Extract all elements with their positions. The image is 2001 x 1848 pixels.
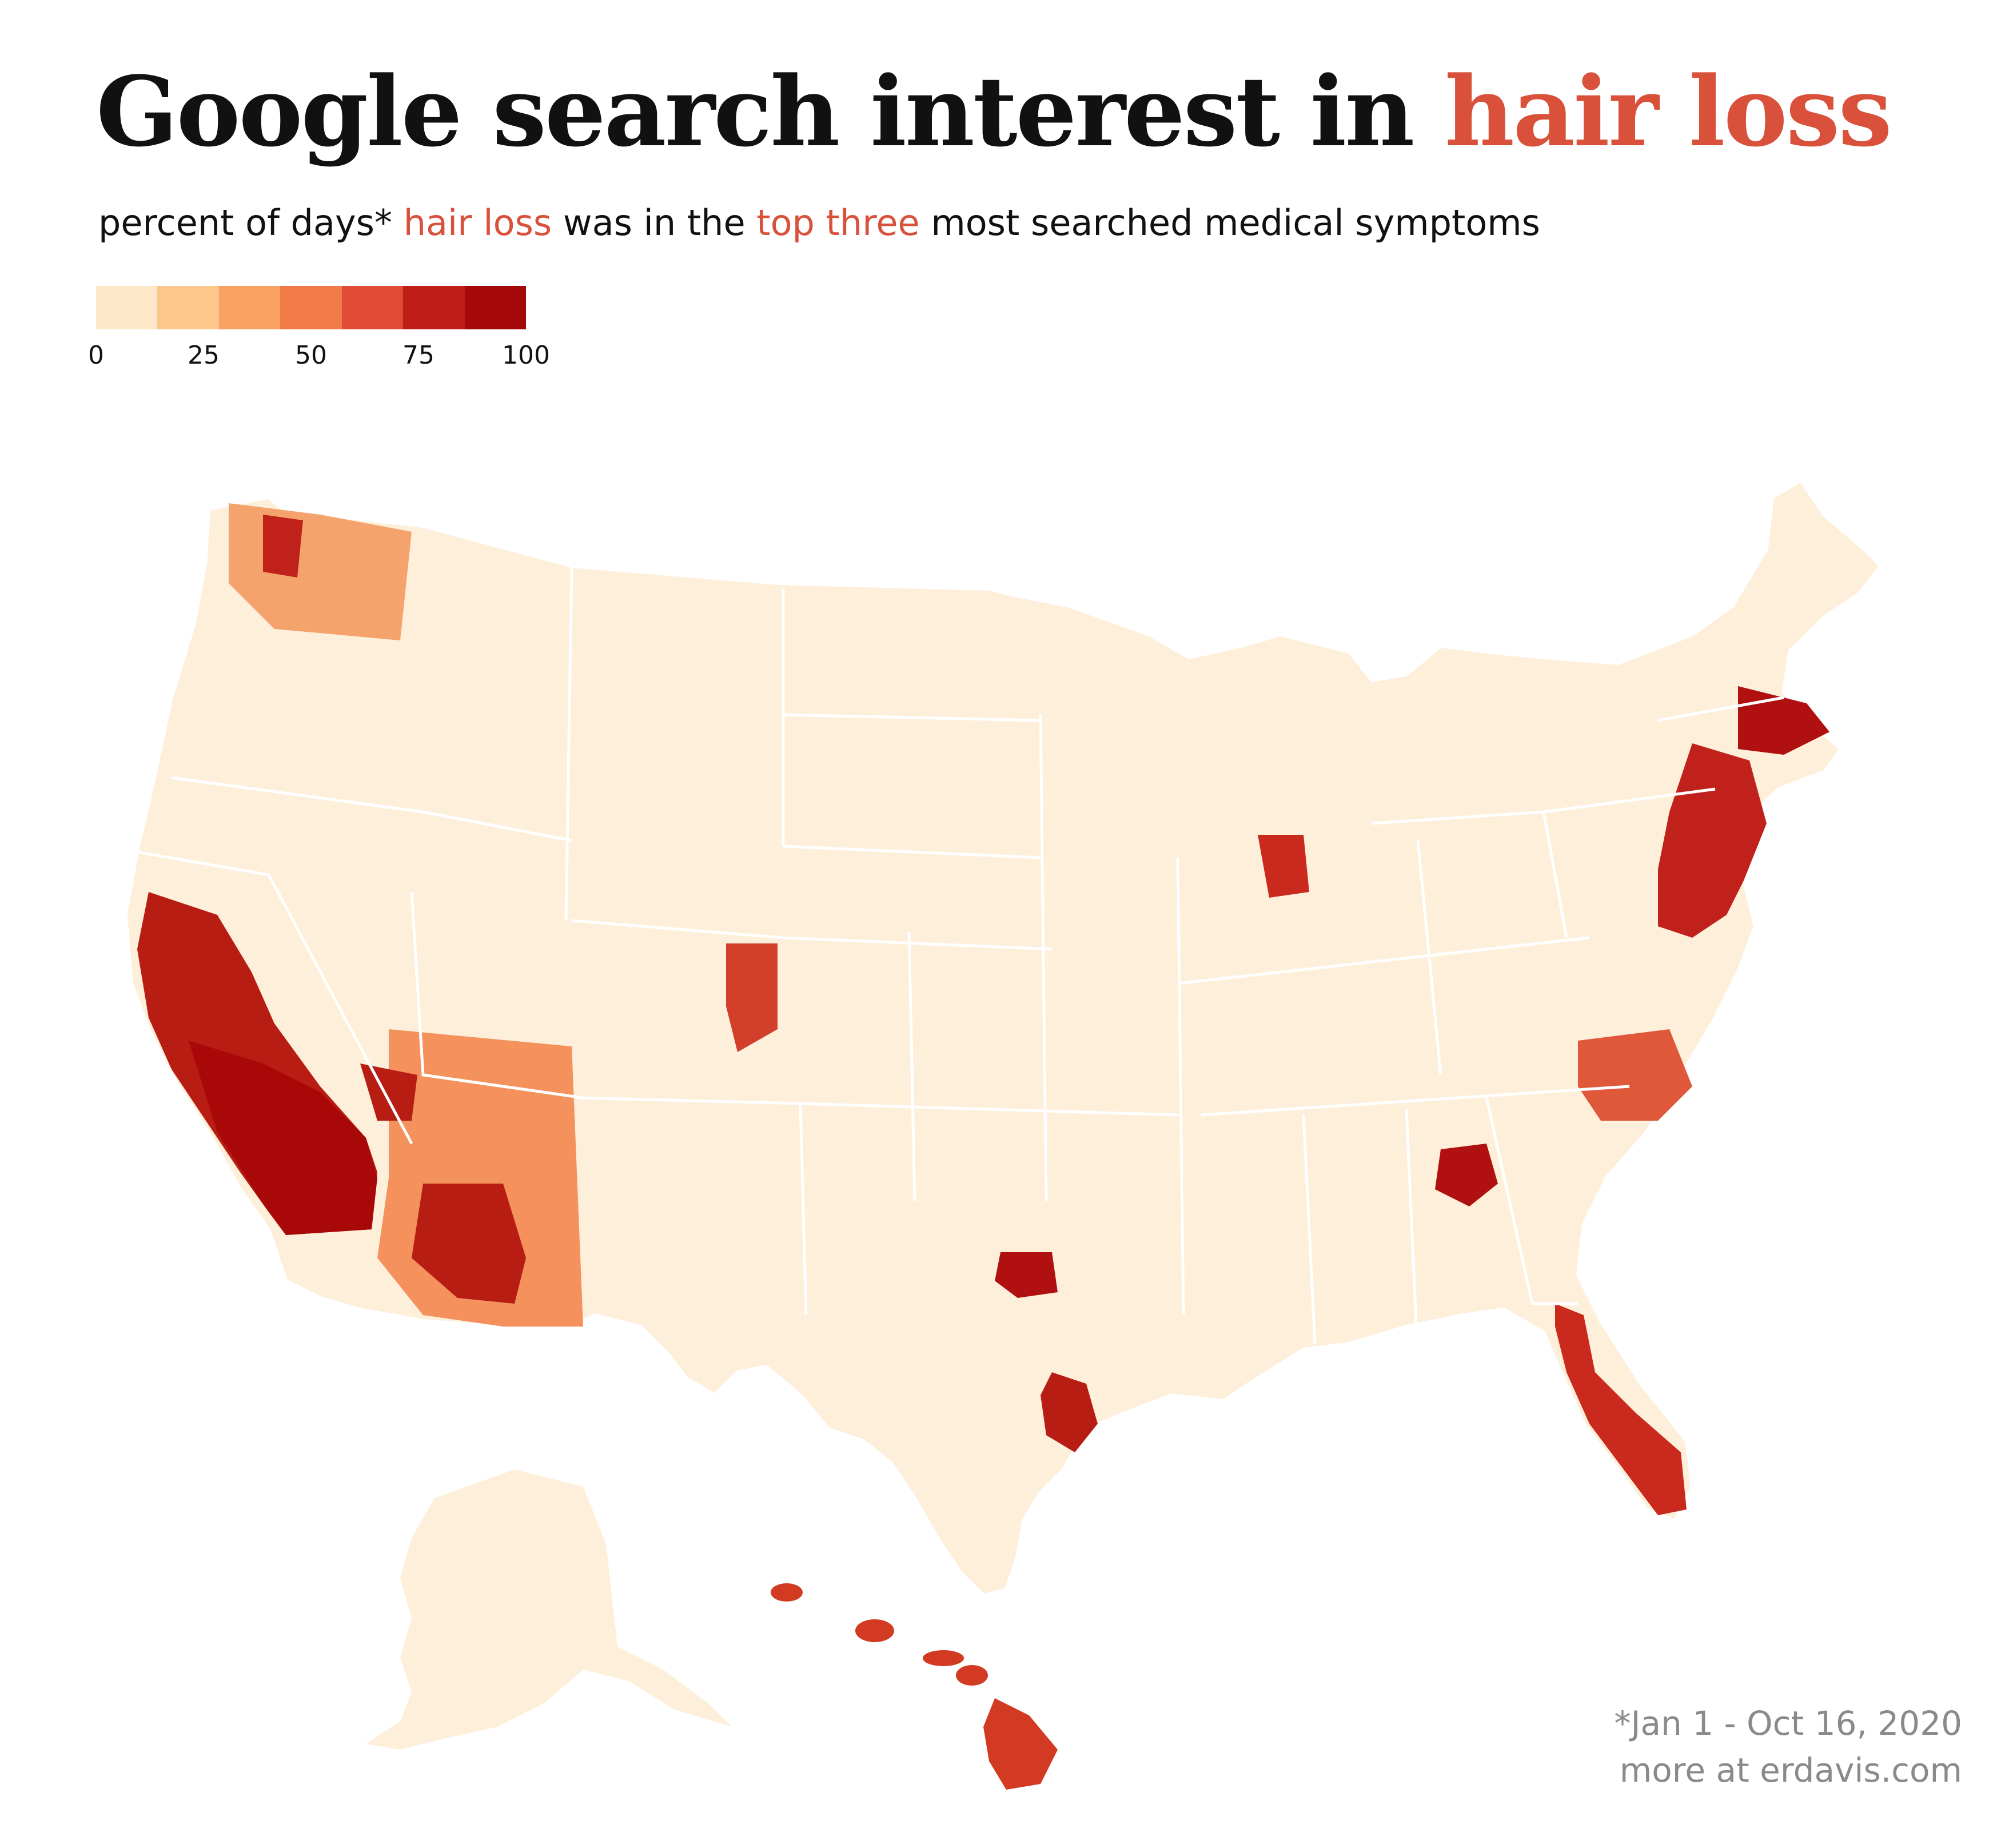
high-intensity-regions [137,503,1829,1515]
alaska-land [366,1469,732,1750]
legend-segment-3 [280,286,342,329]
region-houston [1041,1372,1098,1452]
region-southern-california [189,1041,377,1235]
region-carolinas [1578,1029,1692,1121]
region-florida [1555,1304,1687,1515]
state-borders [137,565,1784,1361]
region-dallas [995,1252,1058,1298]
chart-subtitle: percent of days* hair loss was in the to… [98,199,1540,247]
hawaii-islands [771,1583,1058,1790]
legend-tick-25: 25 [188,341,220,370]
color-legend: 0 25 50 75 100 [88,286,550,370]
legend-segment-1 [157,286,219,329]
subtitle-highlight-top-three: top three [756,202,920,244]
subtitle-part1: percent of days* [98,202,404,244]
region-seattle [263,515,303,578]
legend-color-scale [96,286,526,329]
region-massachusetts [1738,686,1829,755]
credit-link[interactable]: more at erdavis.com [1619,1751,1962,1790]
region-chicago [1258,835,1309,898]
title-highlight: hair loss [1444,55,1892,168]
legend-tick-75: 75 [402,341,435,370]
region-phoenix [412,1184,526,1304]
subtitle-part3: most searched medical symptoms [919,202,1540,244]
legend-tick-50: 50 [295,341,327,370]
chart-title: Google search interest in hair loss [96,51,1892,172]
legend-segment-2 [218,286,281,329]
title-prefix: Google search interest in [96,55,1445,168]
legend-segment-5 [403,286,465,329]
legend-segment-6 [464,286,526,329]
region-las-vegas [360,1064,417,1121]
footnote-date-range: *Jan 1 - Oct 16, 2020 [1614,1704,1962,1743]
subtitle-part2: was in the [552,202,757,244]
legend-segment-0 [96,286,158,329]
subtitle-highlight-hair-loss: hair loss [403,202,552,244]
legend-tick-0: 0 [88,341,104,370]
legend-tick-100: 100 [502,341,550,370]
region-atlanta [1435,1144,1498,1206]
legend-segment-4 [341,286,404,329]
region-colorado-front-range [726,943,778,1052]
